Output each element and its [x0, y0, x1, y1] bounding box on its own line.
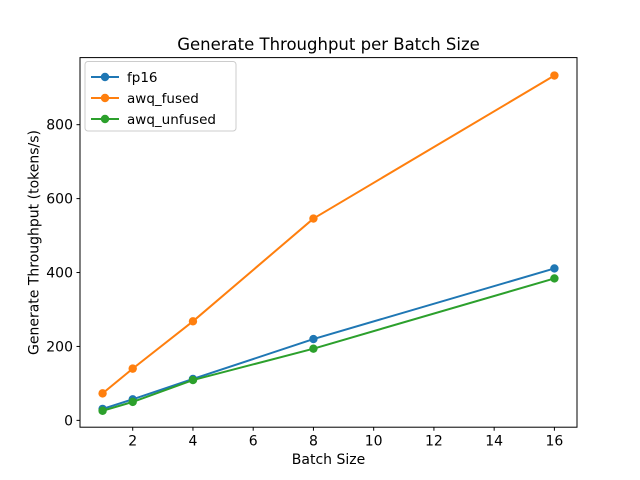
data-point-awq_fused-x2 [128, 364, 137, 373]
data-point-fp16-x8 [309, 334, 318, 344]
legend-label: awq_unfused [127, 112, 216, 128]
y-tick-label: 800 [46, 118, 73, 134]
legend-marker [100, 72, 110, 82]
legend-marker [100, 93, 110, 103]
x-axis: 2 4 6 8 10 12 14 16 [128, 427, 563, 450]
x-tick-label: 2 [128, 434, 137, 450]
y-axis-label: Generate Throughput (tokens/s) [27, 130, 43, 355]
data-point-awq_fused-x4 [188, 317, 198, 326]
y-tick-label: 600 [46, 192, 73, 208]
x-tick-label: 12 [425, 434, 443, 450]
series-layer [98, 71, 559, 415]
y-axis: 0 200 400 600 800 [46, 118, 80, 429]
chart-title: Generate Throughput per Batch Size [177, 35, 480, 54]
x-tick-label: 4 [188, 434, 197, 450]
x-tick-label: 6 [249, 434, 258, 450]
legend-label: fp16 [127, 70, 158, 86]
legend: fp16 awq_fused awq_unfused [84, 61, 237, 132]
legend-entry-fp16: fp16 [91, 70, 158, 86]
data-point-awq_unfused-x1 [98, 406, 107, 415]
legend-entry-awq_unfused: awq_unfused [91, 112, 216, 128]
y-tick-label: 0 [64, 413, 73, 429]
x-axis-label: Batch Size [292, 452, 365, 468]
y-tick-label: 200 [46, 339, 73, 355]
x-tick-label: 10 [365, 434, 383, 450]
data-point-awq_fused-x1 [98, 389, 107, 398]
x-tick-label: 16 [545, 434, 563, 450]
legend-box [84, 61, 237, 132]
data-point-awq_unfused-x4 [188, 375, 198, 385]
data-point-awq_fused-x16 [550, 71, 559, 80]
data-point-awq_unfused-x8 [309, 344, 318, 353]
legend-label: awq_fused [127, 91, 199, 107]
x-tick-label: 8 [309, 434, 318, 450]
data-point-awq_unfused-x2 [128, 397, 137, 407]
legend-marker [100, 114, 110, 124]
legend-entry-awq_fused: awq_fused [91, 91, 199, 107]
y-tick-label: 400 [46, 265, 73, 281]
data-point-fp16-x16 [550, 264, 559, 273]
data-point-awq_unfused-x16 [550, 274, 559, 283]
x-tick-label: 14 [485, 434, 503, 450]
data-point-awq_fused-x8 [309, 214, 318, 223]
